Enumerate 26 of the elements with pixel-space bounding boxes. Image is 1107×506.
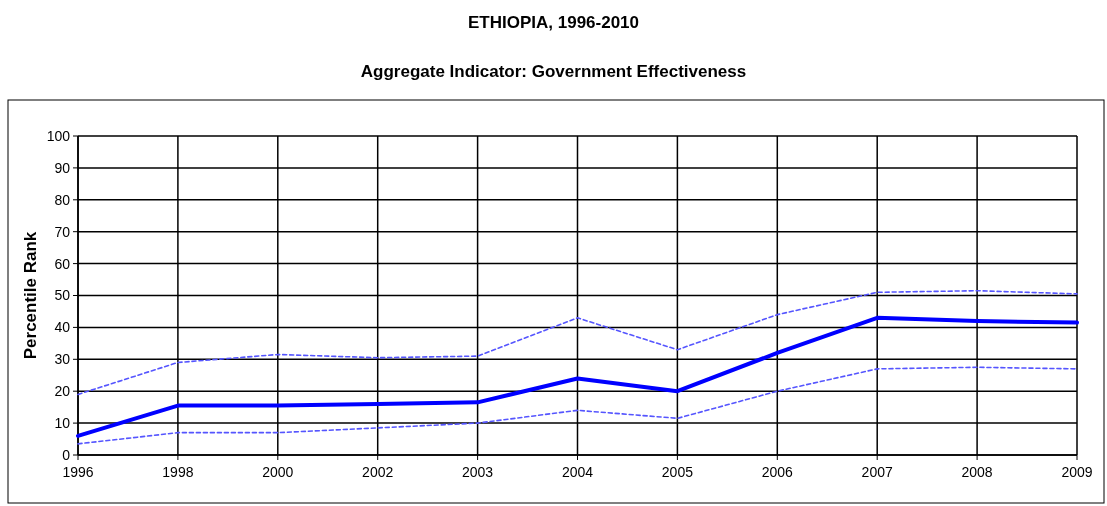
y-tick-label: 30	[54, 351, 71, 368]
x-tick-label: 2006	[761, 464, 794, 480]
x-tick-label: 2000	[262, 464, 294, 480]
y-tick-label: 0	[62, 446, 71, 463]
x-tick-label: 1998	[162, 464, 194, 480]
y-tick-label: 90	[54, 159, 71, 176]
line-series	[76, 315, 1079, 438]
chart-title: ETHIOPIA, 1996-2010	[467, 13, 640, 32]
y-tick-label: 40	[54, 319, 71, 336]
x-tick-label: 2009	[1061, 464, 1093, 480]
y-tick-label: 80	[54, 191, 71, 208]
y-tick-label: 20	[54, 383, 71, 400]
x-tick-label: 1996	[62, 464, 94, 480]
x-tick-label: 2008	[961, 464, 993, 480]
y-tick-label: 70	[54, 223, 71, 240]
x-tick-label: 2005	[661, 464, 694, 480]
chart-subtitle: Aggregate Indicator: Government Effectiveness	[360, 62, 747, 81]
x-tick-label: 2007	[861, 464, 893, 480]
y-tick-label: 100	[46, 127, 71, 144]
y-tick-label: 60	[54, 255, 71, 272]
y-tick-label: 10	[54, 415, 71, 431]
x-tick-label: 2004	[561, 464, 594, 480]
y-tick-label: 50	[54, 287, 71, 304]
x-tick-label: 2003	[462, 464, 494, 480]
x-tick-label: 2002	[362, 464, 394, 480]
y-axis-title: Percentile Rank	[21, 231, 40, 360]
